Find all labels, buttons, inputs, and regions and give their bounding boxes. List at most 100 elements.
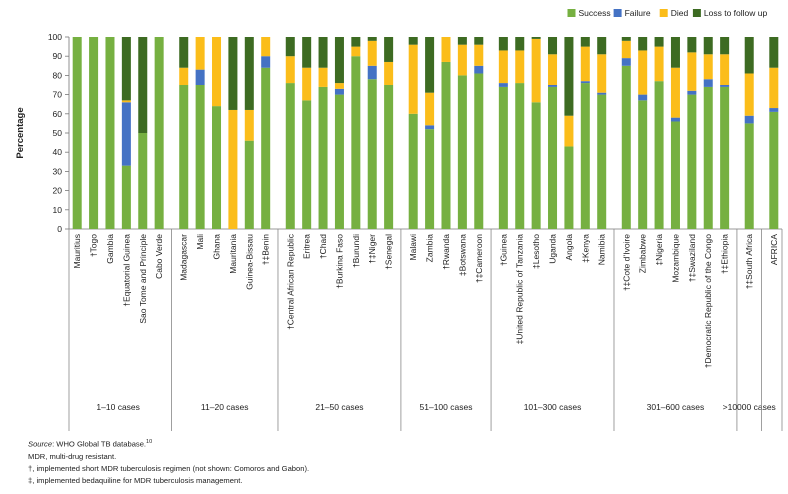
bar-segment (638, 37, 648, 51)
country-label: Guinea-Bissau (244, 234, 254, 290)
bar-segment (703, 54, 713, 80)
bar-segment (441, 37, 451, 62)
bar-segment (334, 37, 344, 84)
country-label: Zambia (425, 234, 435, 263)
bar-segment (72, 37, 82, 229)
legend-swatch (692, 9, 701, 17)
bar-segment (670, 67, 680, 118)
bar-segment (769, 37, 779, 68)
bar-segment (384, 37, 394, 62)
bar-segment (564, 37, 574, 116)
bar-segment (621, 58, 631, 66)
bar-segment (670, 117, 680, 122)
bar-segment (351, 46, 361, 57)
bar-segment (384, 85, 394, 229)
bar-segment (318, 67, 328, 87)
country-label: †Senegal (384, 234, 394, 270)
country-label: Malawi (408, 234, 418, 261)
country-label: †‡Ethiopia (720, 234, 730, 274)
group-label: 301–600 cases (647, 402, 705, 412)
bar-segment (531, 37, 541, 39)
bar-segment (212, 106, 222, 229)
bar-segment (621, 37, 631, 41)
bar-segment (244, 140, 254, 229)
bar-segment (597, 54, 607, 93)
country-label: †Equatorial Guinea (121, 234, 131, 307)
bar-segment (334, 88, 344, 95)
country-label: †‡Benin (261, 234, 271, 265)
bar-segment (425, 92, 435, 126)
ddagger-note: ‡, implemented bedaquiline for MDR tuber… (28, 475, 243, 485)
bar-segment (457, 75, 467, 230)
bar-segment (720, 86, 730, 229)
y-tick-label: 20 (53, 186, 63, 196)
bar-segment (121, 100, 131, 103)
bar-segment (564, 146, 574, 229)
source-note: Source: WHO Global TB database.10 (28, 436, 768, 451)
bar-segment (498, 83, 508, 87)
country-label: Gambia (105, 234, 115, 264)
bar-segment (548, 37, 558, 55)
group-label: 51–100 cases (420, 402, 473, 412)
bar-segment (769, 108, 779, 112)
country-label: †Togo (89, 234, 99, 257)
bar-segment (334, 83, 344, 89)
bar-segment (195, 69, 205, 85)
bar-segment (744, 37, 754, 74)
bar-segment (195, 85, 205, 229)
country-label: AFRICA (769, 234, 779, 266)
country-label: †‡Cote d’Ivoire (621, 234, 631, 291)
country-label: †Central African Republic (285, 233, 295, 330)
country-label: ‡Kenya (580, 234, 590, 263)
source-label: Source (28, 439, 53, 449)
bar-segment (687, 52, 697, 91)
bar-segment (744, 115, 754, 124)
bar-segment (367, 79, 377, 230)
bar-segment (425, 37, 435, 93)
bar-segment (703, 79, 713, 87)
country-label: †‡Niger (367, 234, 377, 264)
bar-segment (654, 37, 664, 47)
country-label: Mauritania (228, 234, 238, 274)
y-tick-label: 70 (53, 90, 63, 100)
bar-segment (121, 102, 131, 166)
bar-segment (285, 83, 295, 229)
source-ref: 10 (146, 439, 153, 445)
country-label: Namibia (597, 234, 607, 265)
y-tick-label: 40 (53, 147, 63, 157)
country-label: Zimbabwe (638, 234, 648, 273)
country-label: Angola (564, 234, 574, 261)
y-tick-label: 90 (53, 51, 63, 61)
bar-segment (105, 37, 115, 229)
bar-segment (548, 86, 558, 229)
legend-label: Success (579, 8, 611, 18)
bar-segment (367, 40, 377, 66)
bar-segment (720, 85, 730, 87)
bar-segment (703, 86, 713, 229)
bar-segment (121, 165, 131, 229)
bar-segment (498, 50, 508, 84)
bar-segment (531, 102, 541, 229)
y-axis-title: Percentage (15, 107, 26, 158)
bar-segment (531, 38, 541, 103)
bar-segment (703, 37, 713, 55)
bar-segment (548, 54, 558, 85)
bar-segment (580, 37, 590, 47)
bar-segment (318, 86, 328, 229)
legend-swatch (567, 9, 576, 17)
country-label: †Chad (318, 234, 328, 259)
bar-segment (654, 46, 664, 82)
country-label: Sao Tome and Principle (138, 234, 148, 324)
bar-segment (638, 94, 648, 101)
bar-segment (441, 61, 451, 230)
bar-segment (744, 123, 754, 229)
country-label: Eritrea (302, 234, 312, 259)
country-label: †Burkina Faso (334, 234, 344, 289)
bar-segment (244, 37, 254, 110)
bar-segment (195, 37, 205, 70)
bar-segment (474, 73, 484, 229)
bar-segment (285, 37, 295, 57)
bar-segment (769, 67, 779, 109)
bar-segment (597, 94, 607, 229)
legend-swatch (613, 9, 622, 17)
